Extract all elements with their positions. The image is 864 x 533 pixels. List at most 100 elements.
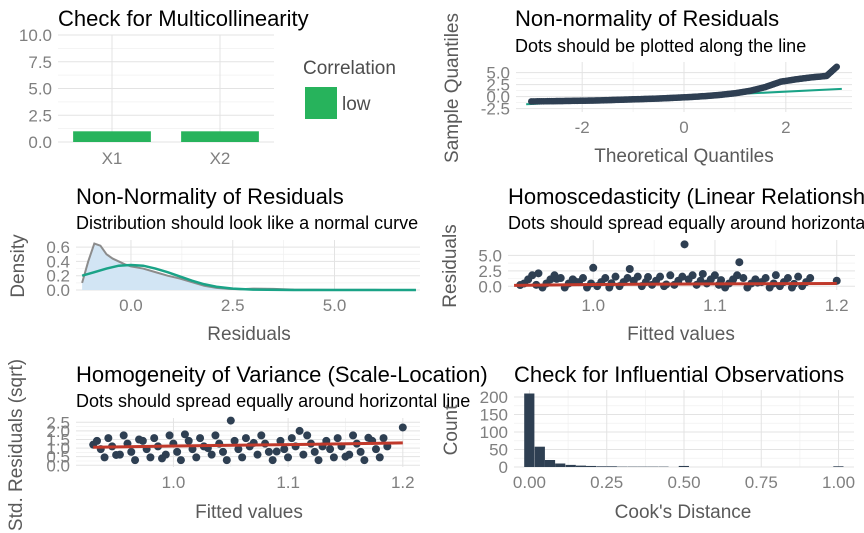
x-tick-label: 2.5 <box>221 296 245 315</box>
smooth-line <box>93 441 403 449</box>
histogram-bar <box>534 446 545 467</box>
scale-location-point <box>222 456 231 465</box>
y-tick-label: 10.0 <box>19 26 52 45</box>
scale-location-point <box>284 453 293 462</box>
x-tick-label: 0.50 <box>667 473 700 492</box>
histogram-bar <box>524 393 535 467</box>
x-tick-label: 5.0 <box>323 296 347 315</box>
residual-point <box>589 263 598 272</box>
x-tick-label: 2 <box>781 118 790 137</box>
scale-location-point <box>211 431 220 440</box>
scale-location-point <box>375 453 384 462</box>
y-tick-label: 1.5 <box>46 430 70 449</box>
residual-point <box>656 272 665 281</box>
scale-location-point <box>333 434 342 443</box>
y-tick-label: 2.5 <box>478 262 502 281</box>
scale-location-point <box>398 423 407 432</box>
scale-location-point <box>238 453 247 462</box>
y-tick-label: 2.5 <box>486 76 510 95</box>
residual-point <box>633 272 642 281</box>
residual-point <box>735 258 744 267</box>
scale-location-point <box>150 434 159 443</box>
scale-location-point <box>138 436 147 445</box>
scale-location-point <box>104 434 113 443</box>
histogram-bar <box>586 465 597 467</box>
scale-location-point <box>268 456 277 465</box>
residual-point <box>783 274 792 283</box>
residual-point <box>688 271 697 280</box>
residual-point <box>698 269 707 278</box>
x-tick-label: 0.0 <box>119 296 143 315</box>
y-tick-label: 2.5 <box>46 413 70 432</box>
scale-location-point <box>207 450 216 459</box>
density-area <box>82 243 416 290</box>
panel-scale-location: Homogeneity of Variance (Scale-Location)… <box>6 359 488 531</box>
y-axis-label-influence: Count <box>441 404 462 455</box>
y-tick-label: 7.5 <box>28 53 52 72</box>
scale-location-point <box>192 453 201 462</box>
scale-location-point <box>234 445 243 454</box>
x-axis-label-qq: Theoretical Quantiles <box>594 146 774 167</box>
residual-point <box>739 274 748 283</box>
scale-location-point <box>303 431 312 440</box>
y-tick-label: 0.2 <box>46 267 70 286</box>
scale-location-point <box>119 431 128 440</box>
x-axis-label-scale-location: Fitted values <box>195 502 303 523</box>
legend-swatch-low <box>305 87 337 119</box>
y-tick-label: 0.0 <box>28 133 52 152</box>
x-tick-label: 0.25 <box>590 473 623 492</box>
scale-location-point <box>329 453 338 462</box>
panel-subtitle-qq: Dots should be plotted along the line <box>515 36 806 56</box>
residual-point <box>556 274 565 283</box>
y-tick-label: 0.0 <box>46 281 70 300</box>
panel-influence: Check for Influential Observations Count… <box>441 362 855 523</box>
x-tick-label: 0 <box>679 118 688 137</box>
y-tick-label: 0.0 <box>46 456 70 475</box>
residual-point <box>678 272 687 281</box>
y-tick-label: 0.0 <box>478 277 502 296</box>
y-tick-label: 5.0 <box>28 80 52 99</box>
panel-title-density: Non-Normality of Residuals <box>76 184 344 209</box>
residual-point <box>644 273 653 282</box>
histogram-bar <box>678 465 689 467</box>
panel-title-qq: Non-normality of Residuals <box>515 6 779 31</box>
scale-location-point <box>276 436 285 445</box>
residual-point <box>733 271 742 280</box>
panel-multicollinearity: Check for Multicollinearity 0.0 2.5 5.0 7.5… <box>19 6 396 168</box>
scale-location-point <box>146 453 155 462</box>
x-tick-label: 1.0 <box>162 473 186 492</box>
normal-curve <box>81 263 416 292</box>
bar-x2 <box>181 131 259 142</box>
histogram-bar <box>596 466 607 467</box>
bar-x1 <box>73 131 151 142</box>
y-tick-label: 150 <box>480 406 508 425</box>
x-tick-label: X2 <box>210 149 231 168</box>
scale-location-point <box>345 450 354 459</box>
y-tick-label: 50 <box>489 441 508 460</box>
legend-title: Correlation <box>303 58 396 79</box>
scale-location-point <box>226 416 235 425</box>
y-axis-label-homoscedasticity: Residuals <box>440 224 461 307</box>
panel-subtitle-homoscedasticity: Dots should spread equally around horizo… <box>508 213 864 233</box>
histogram-bar <box>565 464 576 467</box>
x-axis-label-density: Residuals <box>207 324 290 345</box>
panel-density: Non-Normality of Residuals Distribution … <box>8 184 420 345</box>
scale-location-point <box>161 450 170 459</box>
y-tick-label: 0.4 <box>46 252 70 271</box>
scale-location-point <box>287 434 296 443</box>
scale-location-point <box>272 447 281 456</box>
residual-point <box>806 274 815 283</box>
scale-location-point <box>326 445 335 454</box>
panel-subtitle-scale-location: Dots should spread equally around horizo… <box>76 391 470 411</box>
y-tick-label: 2.5 <box>28 106 52 125</box>
scale-location-point <box>184 436 193 445</box>
panel-title-influence: Check for Influential Observations <box>514 362 844 387</box>
qq-point <box>833 63 841 71</box>
panel-title-scale-location: Homogeneity of Variance (Scale-Location) <box>76 362 488 387</box>
scale-location-point <box>299 450 308 459</box>
y-tick-label: 100 <box>480 423 508 442</box>
scale-location-point <box>371 445 380 454</box>
x-tick-label: 1.1 <box>703 296 727 315</box>
scale-location-point <box>310 447 319 456</box>
scale-location-point <box>257 431 266 440</box>
